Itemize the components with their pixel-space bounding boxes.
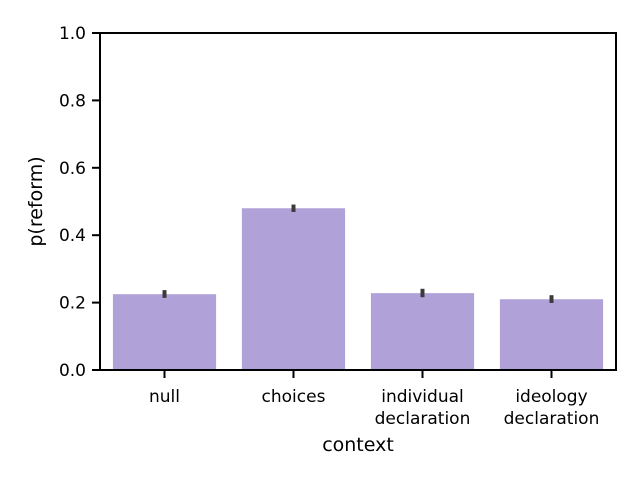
x-tick-label-line: ideology	[515, 387, 587, 407]
y-tick-label: 1.0	[59, 24, 86, 44]
x-tick-label-line: individual	[381, 387, 464, 407]
y-tick-label: 0.6	[59, 159, 86, 179]
bar	[112, 294, 217, 370]
bar	[370, 293, 475, 370]
y-axis-label: p(reform)	[25, 156, 47, 246]
bar	[499, 299, 604, 370]
x-axis-label: context	[322, 434, 394, 456]
plot-frame	[99, 32, 617, 371]
y-tick-label: 0.8	[59, 91, 86, 111]
y-tick-label: 0.4	[59, 226, 86, 246]
y-tick-label: 0.2	[59, 294, 86, 314]
x-tick-label: choices	[262, 387, 326, 407]
x-tick-label-line: null	[149, 387, 180, 407]
x-tick-label-line: choices	[262, 387, 326, 407]
x-axis-ticks: null choices individual declarationideology…	[149, 370, 599, 429]
x-tick-label-line: declaration	[375, 409, 471, 429]
x-tick-label: individual declaration	[375, 387, 471, 429]
x-tick-label: null	[149, 387, 180, 407]
error-bars-group	[162, 204, 554, 303]
y-tick-label: 0.0	[59, 361, 86, 381]
x-tick-label-line: declaration	[504, 409, 600, 429]
y-axis-ticks: 0.0 0.2 0.4 0.6 0.8 1.0	[59, 24, 100, 381]
bar	[241, 208, 346, 370]
x-tick-label: ideology declaration	[504, 387, 600, 429]
bars-group	[112, 208, 604, 370]
